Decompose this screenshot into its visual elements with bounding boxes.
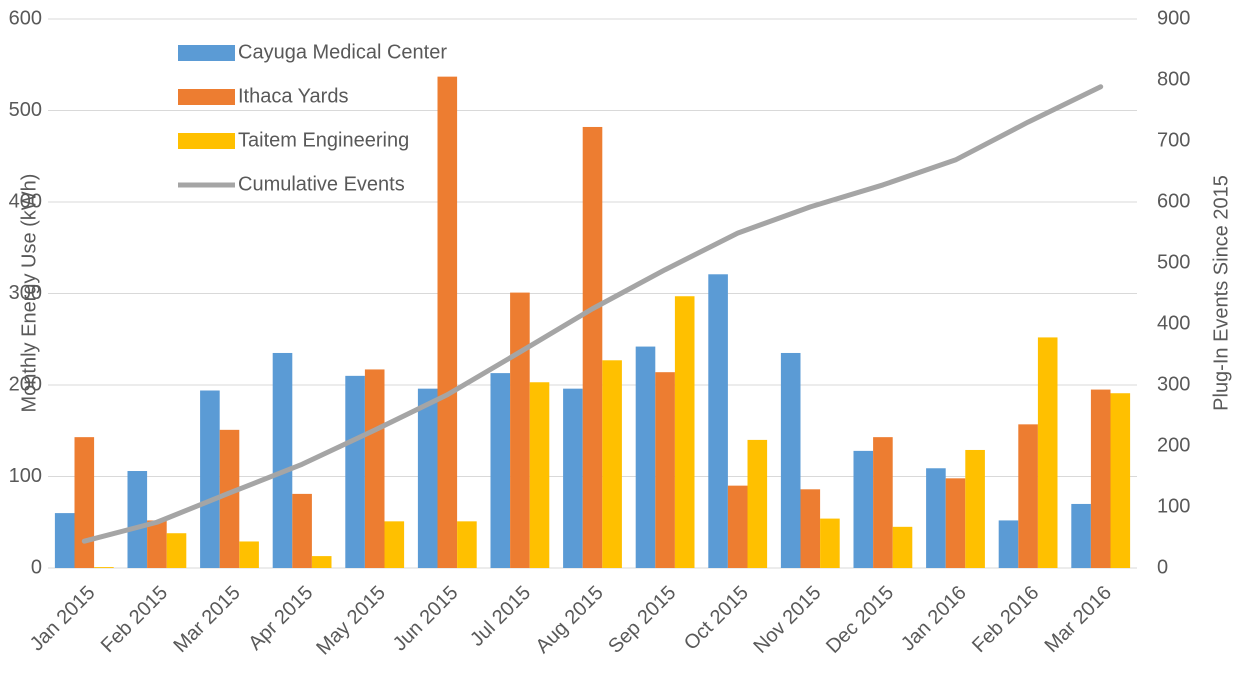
- legend-label: Cumulative Events: [238, 173, 405, 195]
- x-tick-label: Jan 2015: [26, 582, 100, 656]
- bar: [166, 533, 187, 568]
- y-tick-label: 0: [31, 556, 42, 578]
- bar: [892, 526, 913, 568]
- bar: [384, 521, 405, 568]
- y2-tick-label: 200: [1157, 434, 1190, 456]
- bar: [1071, 503, 1091, 568]
- y2-tick-label: 100: [1157, 495, 1190, 517]
- legend-swatch: [178, 133, 235, 149]
- x-tick-label: Jul 2015: [466, 582, 535, 651]
- bar: [998, 520, 1019, 568]
- x-tick-label: Jan 2016: [897, 582, 971, 656]
- bar: [800, 489, 821, 568]
- bar: [727, 485, 748, 568]
- legend-swatch: [178, 89, 235, 105]
- bar: [147, 520, 167, 568]
- bar: [1037, 337, 1058, 568]
- bar: [873, 437, 893, 568]
- x-tick-label: Feb 2016: [968, 582, 1043, 657]
- x-tick-label: Dec 2015: [822, 582, 898, 658]
- bar: [602, 360, 622, 568]
- y-tick-label: 600: [9, 7, 42, 29]
- bar: [1018, 424, 1038, 568]
- y2-tick-label: 400: [1157, 312, 1190, 334]
- x-tick-label: May 2015: [312, 582, 390, 660]
- bar: [1110, 393, 1131, 568]
- bar: [853, 450, 874, 568]
- bar: [965, 449, 985, 568]
- bar: [655, 372, 675, 568]
- bar: [780, 352, 801, 568]
- legend-label: Ithaca Yards: [238, 85, 348, 107]
- bar: [457, 521, 477, 568]
- bar: [437, 76, 458, 569]
- bar: [674, 296, 695, 568]
- y2-tick-label: 700: [1157, 129, 1190, 151]
- bar: [292, 493, 312, 568]
- y2-axis-label: Plug-In Events Since 2015: [1210, 175, 1232, 411]
- line: [81, 84, 1104, 544]
- x-tick-label: Oct 2015: [680, 582, 753, 655]
- bar: [820, 518, 840, 568]
- legend-label: Taitem Engineering: [238, 129, 409, 151]
- y2-tick-label: 800: [1157, 68, 1190, 90]
- y-tick-label: 500: [9, 99, 42, 121]
- x-tick-label: Nov 2015: [749, 582, 825, 658]
- x-tick-label: Feb 2015: [97, 582, 172, 657]
- x-tick-label: Aug 2015: [532, 582, 608, 658]
- y-tick-label: 400: [9, 190, 42, 212]
- x-tick-label: Apr 2015: [244, 582, 317, 655]
- bar: [635, 346, 656, 568]
- bar: [54, 513, 75, 568]
- legend-label: Cayuga Medical Center: [238, 41, 447, 63]
- bar: [945, 478, 966, 568]
- y2-tick-label: 0: [1157, 556, 1168, 578]
- y2-tick-label: 300: [1157, 373, 1190, 395]
- bar: [219, 429, 240, 568]
- bar: [311, 556, 332, 568]
- x-tick-label: Jun 2015: [389, 582, 463, 656]
- bar: [490, 373, 511, 568]
- bar: [364, 369, 385, 568]
- y2-tick-label: 500: [1157, 251, 1190, 273]
- y-axis-label: Monthly Energy Use (kWh): [18, 174, 40, 413]
- bar: [239, 541, 259, 568]
- bar: [345, 375, 365, 568]
- y-tick-label: 100: [9, 465, 42, 487]
- y2-tick-label: 900: [1157, 7, 1190, 29]
- bar: [563, 388, 583, 568]
- bar: [417, 388, 438, 568]
- bar: [747, 439, 768, 568]
- y-tick-label: 300: [9, 282, 42, 304]
- bar: [510, 292, 530, 568]
- x-tick-label: Sep 2015: [604, 582, 680, 658]
- bar: [127, 471, 148, 568]
- bar: [529, 382, 550, 568]
- bar: [94, 567, 114, 568]
- bar: [74, 437, 95, 568]
- y2-tick-label: 600: [1157, 190, 1190, 212]
- legend-swatch: [178, 45, 235, 61]
- bar: [200, 390, 220, 568]
- x-tick-label: Mar 2016: [1041, 582, 1116, 657]
- bar: [272, 352, 293, 568]
- bar: [1090, 389, 1111, 568]
- bar: [582, 126, 603, 568]
- x-tick-label: Mar 2015: [169, 582, 244, 657]
- bar: [926, 468, 946, 568]
- y-tick-label: 200: [9, 373, 42, 395]
- bar: [708, 274, 728, 568]
